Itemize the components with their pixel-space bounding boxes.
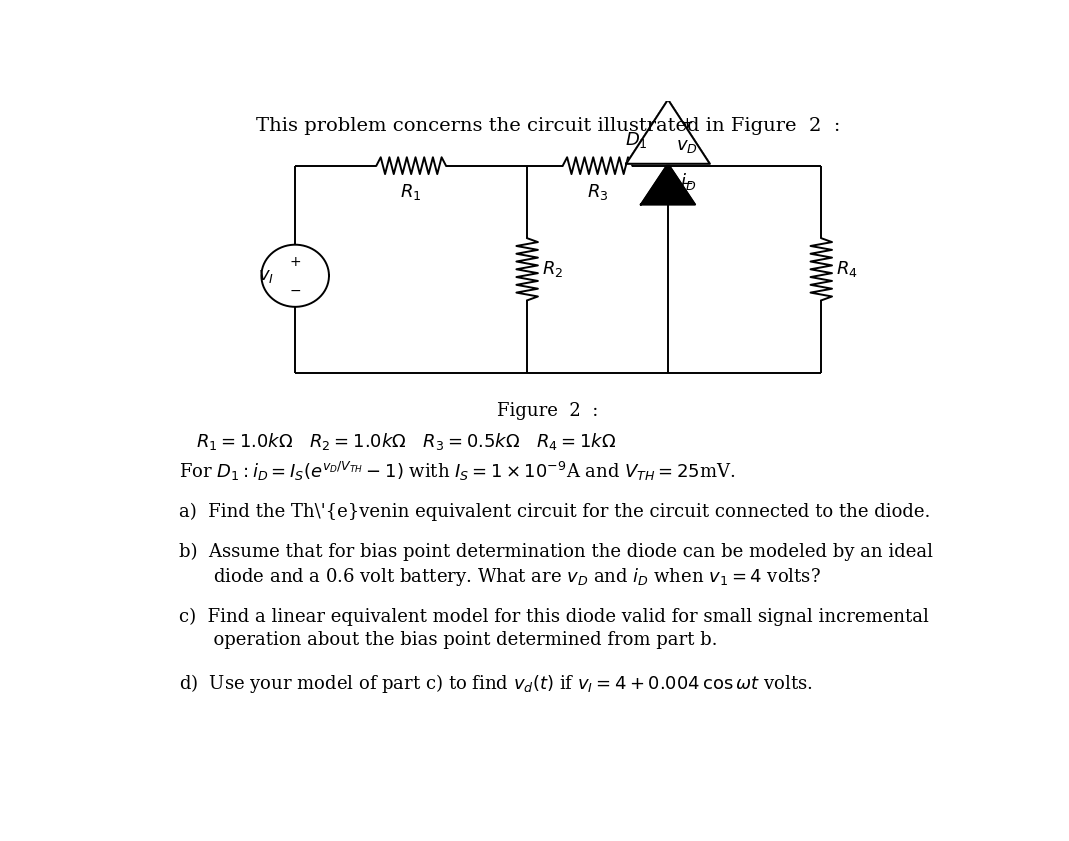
Text: $R_1$: $R_1$: [401, 182, 422, 202]
Text: Figure  2  :: Figure 2 :: [497, 402, 599, 420]
Text: b)  Assume that for bias point determination the diode can be modeled by an idea: b) Assume that for bias point determinat…: [180, 542, 933, 561]
Text: This problem concerns the circuit illustrated in Figure  2  :: This problem concerns the circuit illust…: [255, 117, 840, 135]
Text: $v_I$: $v_I$: [259, 267, 275, 285]
Text: c)  Find a linear equivalent model for this diode valid for small signal increme: c) Find a linear equivalent model for th…: [180, 607, 929, 626]
Text: $R_3$: $R_3$: [587, 182, 608, 202]
Text: $i_D$: $i_D$: [680, 172, 697, 193]
Text: $R_4$: $R_4$: [836, 259, 858, 279]
Polygon shape: [640, 164, 695, 204]
Text: $-$: $-$: [289, 283, 301, 297]
Text: $-$: $-$: [680, 175, 694, 189]
Text: a)  Find the Th\'{e}venin equivalent circuit for the circuit connected to the di: a) Find the Th\'{e}venin equivalent circ…: [180, 502, 931, 521]
Text: $+$: $+$: [289, 255, 301, 269]
Text: $R_2$: $R_2$: [542, 259, 563, 279]
Text: $R_1 = 1.0k\Omega \quad R_2 = 1.0k\Omega \quad R_3 = 0.5k\Omega \quad R_4 = 1k\O: $R_1 = 1.0k\Omega \quad R_2 = 1.0k\Omega…: [196, 431, 616, 452]
Text: d)  Use your model of part c) to find $v_d(t)$ if $v_I = 4 + 0.004\,\cos\omega t: d) Use your model of part c) to find $v_…: [180, 672, 812, 695]
Text: diode and a 0.6 volt battery. What are $v_D$ and $i_D$ when $v_1 = 4$ volts?: diode and a 0.6 volt battery. What are $…: [180, 566, 821, 588]
Text: $D_1$: $D_1$: [624, 130, 648, 150]
Text: operation about the bias point determined from part b.: operation about the bias point determine…: [180, 631, 717, 648]
Text: $v_D$: $v_D$: [677, 137, 698, 156]
Text: $+$: $+$: [680, 117, 694, 130]
Text: For $D_1 : i_D = I_S(e^{v_D/V_{TH}} - 1)$ with $I_S = 1 \times 10^{-9}$A and $V_: For $D_1 : i_D = I_S(e^{v_D/V_{TH}} - 1)…: [180, 460, 735, 484]
Polygon shape: [626, 99, 710, 164]
